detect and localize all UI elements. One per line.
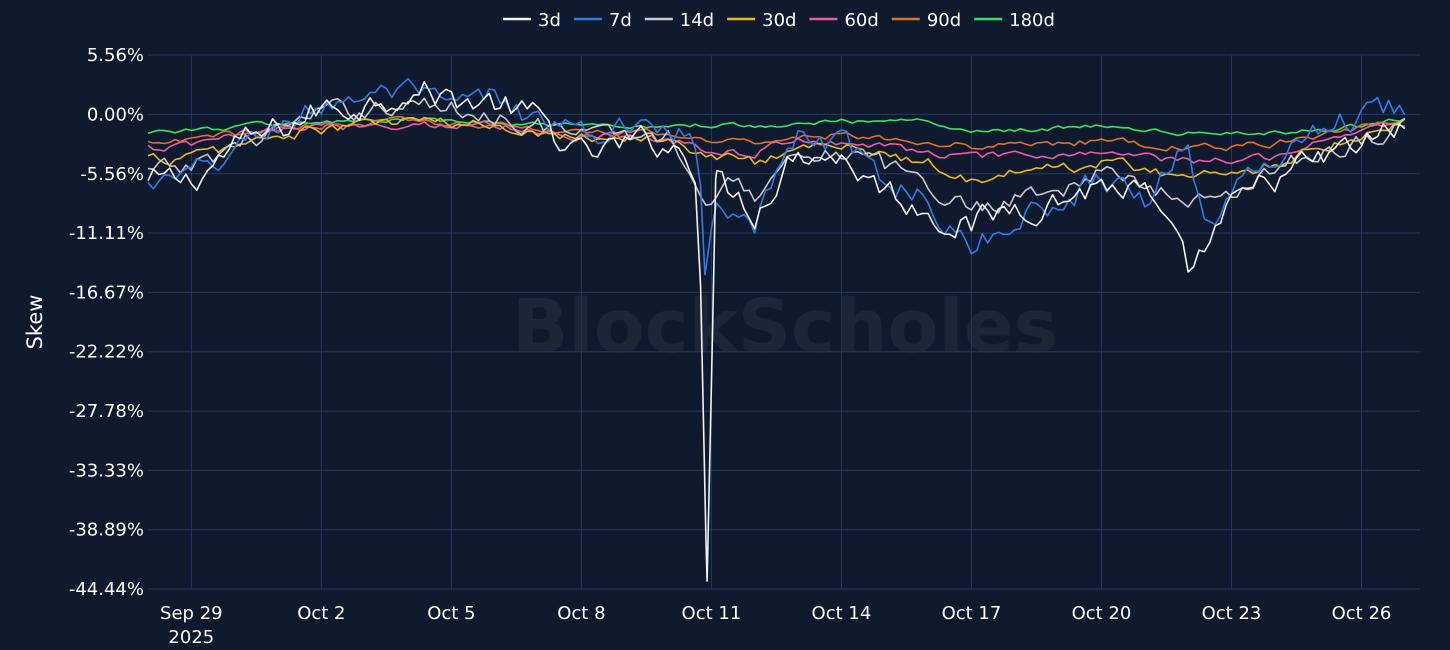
legend-item-180d[interactable]: 180d	[974, 10, 1055, 31]
legend-label: 60d	[844, 10, 878, 31]
legend[interactable]: 3d 7d 14d 30d 60d 90d 180d	[503, 10, 1055, 31]
y-tick-label: -11.11%	[69, 223, 144, 244]
legend-label: 7d	[609, 10, 632, 31]
y-tick-label: -16.67%	[69, 282, 144, 303]
watermark: BlockScholes	[512, 284, 1058, 370]
x-tick-label: Sep 29	[160, 603, 223, 624]
legend-label: 14d	[680, 10, 714, 31]
series-line-30d	[147, 116, 1406, 184]
legend-label: 30d	[762, 10, 796, 31]
x-axis-ticks: Sep 29 2025 Oct 2 Oct 5 Oct 8 Oct 11 Oct 14 Oct…	[160, 603, 1391, 648]
series-lines	[147, 77, 1406, 582]
x-tick-label: Oct 14	[812, 603, 872, 624]
y-tick-label: -27.78%	[69, 401, 144, 422]
legend-item-14d[interactable]: 14d	[644, 10, 714, 31]
x-tick-label: Oct 8	[557, 603, 605, 624]
legend-item-90d[interactable]: 90d	[891, 10, 961, 31]
y-axis-title: Skew	[23, 295, 47, 350]
legend-label: 180d	[1009, 10, 1055, 31]
y-tick-label: -5.56%	[80, 164, 144, 185]
x-tick-label: Oct 26	[1332, 603, 1392, 624]
legend-label: 90d	[927, 10, 961, 31]
legend-item-30d[interactable]: 30d	[727, 10, 796, 31]
y-tick-label: -44.44%	[69, 579, 144, 600]
series-line-60d	[147, 120, 1405, 165]
series-line-180d	[147, 117, 1406, 137]
x-tick-label: Oct 23	[1202, 603, 1262, 624]
legend-item-7d[interactable]: 7d	[573, 10, 632, 31]
grid	[148, 54, 1420, 590]
x-tick-label: Oct 20	[1072, 603, 1132, 624]
x-tick-label: Oct 11	[682, 603, 742, 624]
x-tick-label: Oct 17	[942, 603, 1002, 624]
y-tick-label: -22.22%	[69, 342, 144, 363]
y-tick-label: -38.89%	[69, 520, 144, 541]
legend-item-60d[interactable]: 60d	[809, 10, 879, 31]
x-tick-label: Oct 2	[297, 603, 345, 624]
x-tick-label: Oct 5	[427, 603, 475, 624]
x-tick-sublabel: 2025	[168, 627, 214, 648]
y-tick-label: 5.56%	[87, 45, 144, 66]
y-tick-label: 0.00%	[87, 104, 144, 125]
legend-item-3d[interactable]: 3d	[503, 10, 561, 31]
y-axis-ticks: 5.56% 0.00% -5.56% -11.11% -16.67% -22.22% -27…	[69, 45, 144, 600]
series-line-90d	[147, 115, 1406, 152]
legend-label: 3d	[538, 10, 561, 31]
series-line-7d	[147, 77, 1406, 276]
y-tick-label: -33.33%	[69, 460, 144, 481]
series-line-3d	[147, 80, 1406, 582]
